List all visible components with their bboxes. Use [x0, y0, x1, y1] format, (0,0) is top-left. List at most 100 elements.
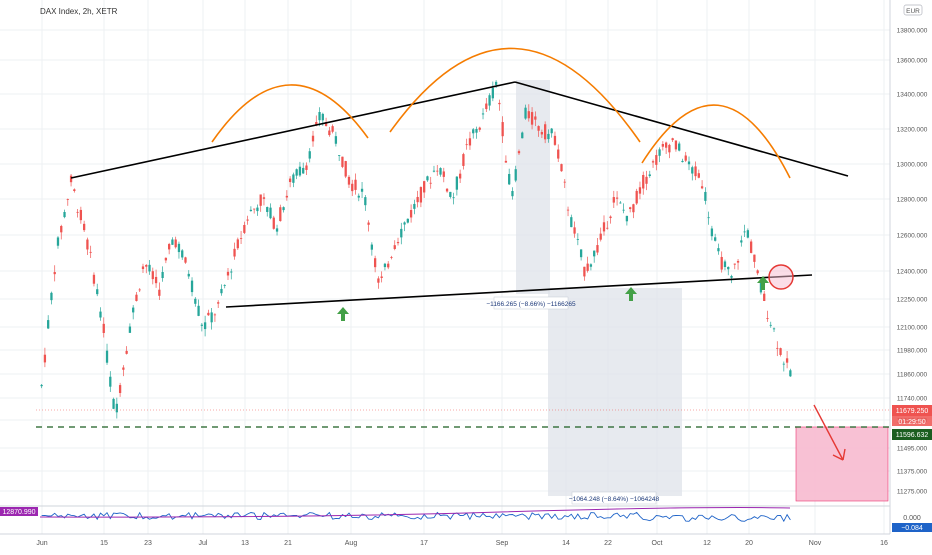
- candle-body: [586, 263, 589, 271]
- time-axis[interactable]: [0, 534, 932, 550]
- hump-left-shoulder[interactable]: [211, 84, 369, 143]
- y-tick-label: 11495.000: [897, 446, 928, 453]
- candle-body: [576, 238, 579, 240]
- candle-body: [668, 144, 671, 153]
- candle-body: [226, 271, 230, 276]
- candle-body: [138, 289, 141, 291]
- trendline-upper-right[interactable]: [514, 81, 849, 177]
- rsi-diff: −0.084: [901, 525, 923, 532]
- candle-body: [606, 227, 609, 229]
- candle-body: [259, 194, 262, 206]
- candle-body: [776, 347, 779, 349]
- candle-body: [645, 176, 648, 184]
- trendline-upper-left[interactable]: [70, 81, 516, 179]
- x-tick-label: Jul: [199, 540, 208, 547]
- candle-body: [390, 257, 393, 258]
- candle-body: [671, 138, 674, 141]
- candle-body: [557, 149, 560, 159]
- hump-right-shoulder[interactable]: [641, 104, 791, 179]
- y-tick-label: 12100.000: [897, 325, 928, 332]
- up-arrow-icon: [757, 276, 769, 290]
- candle-body: [76, 211, 79, 213]
- candle-body: [275, 228, 279, 232]
- rsi-line: [41, 511, 791, 523]
- candle-body: [599, 233, 602, 240]
- candle-body: [583, 266, 586, 277]
- candle-body: [602, 222, 606, 232]
- measure-label-top: −1166.265 (−8.66%) −1166265: [486, 301, 576, 308]
- candle-body: [478, 127, 481, 130]
- candle-body: [573, 227, 576, 234]
- currency-badge[interactable]: [903, 4, 923, 16]
- candle-body: [468, 138, 472, 146]
- candle-body: [73, 189, 76, 192]
- candle-body: [190, 280, 194, 293]
- candle-body: [288, 178, 292, 183]
- x-tick-label: Nov: [809, 540, 822, 547]
- price-axis[interactable]: [890, 0, 932, 534]
- candle-body: [432, 170, 436, 172]
- candle-body: [566, 209, 570, 211]
- candle-body: [763, 293, 766, 301]
- candle-body: [213, 314, 217, 316]
- candle-body: [184, 257, 187, 263]
- candle-body: [710, 228, 714, 237]
- neckline[interactable]: [225, 274, 813, 308]
- hump-head[interactable]: [389, 47, 641, 143]
- candle-body: [687, 161, 691, 165]
- candle-body: [730, 275, 733, 278]
- x-tick-label: Jun: [36, 540, 47, 547]
- candle-body: [305, 165, 308, 170]
- rsi-value-badge: [0, 507, 38, 516]
- candle-body: [772, 328, 776, 330]
- candle-body: [504, 160, 508, 163]
- candle-body: [547, 133, 550, 140]
- candle-body: [769, 324, 772, 326]
- candle-body: [615, 197, 619, 199]
- candle-body: [168, 244, 171, 250]
- candle-body: [727, 266, 730, 270]
- candle-body: [96, 289, 99, 295]
- candle-body: [89, 251, 92, 253]
- candle-body: [759, 282, 763, 293]
- candle-body: [458, 173, 462, 179]
- candle-body: [158, 289, 161, 296]
- candle-body: [494, 81, 498, 85]
- candle-body: [537, 126, 540, 131]
- candle-body: [203, 322, 207, 330]
- candle-body: [609, 216, 612, 219]
- candle-body: [181, 250, 184, 258]
- candle-body: [593, 250, 596, 257]
- candle-body: [740, 240, 743, 243]
- candle-body: [462, 154, 465, 166]
- candle-body: [367, 222, 370, 225]
- down-arrow-icon: [813, 404, 846, 461]
- candle-body: [200, 324, 203, 326]
- rsi-ma-line: [39, 507, 791, 518]
- candle-body: [511, 191, 514, 197]
- candle-body: [400, 228, 403, 238]
- candle-body: [527, 111, 530, 119]
- candle-body: [540, 132, 544, 135]
- candle-body: [563, 181, 566, 183]
- candle-body: [720, 256, 723, 270]
- candle-body: [102, 323, 105, 333]
- candle-body: [674, 140, 678, 150]
- candle-body: [423, 181, 426, 193]
- candle-body: [521, 132, 524, 139]
- candle-body: [697, 173, 700, 178]
- x-tick-label: 12: [703, 540, 711, 547]
- candle-body: [632, 204, 635, 213]
- candle-body: [249, 209, 253, 212]
- candle-body: [338, 155, 341, 156]
- candle-body: [544, 124, 547, 140]
- candle-body: [311, 135, 315, 142]
- candle-body: [472, 129, 475, 134]
- candle-body: [403, 222, 406, 225]
- candle-body: [517, 151, 521, 154]
- target-price: 11596.632: [896, 432, 929, 439]
- candle-body: [642, 174, 645, 189]
- candle-body: [47, 320, 50, 329]
